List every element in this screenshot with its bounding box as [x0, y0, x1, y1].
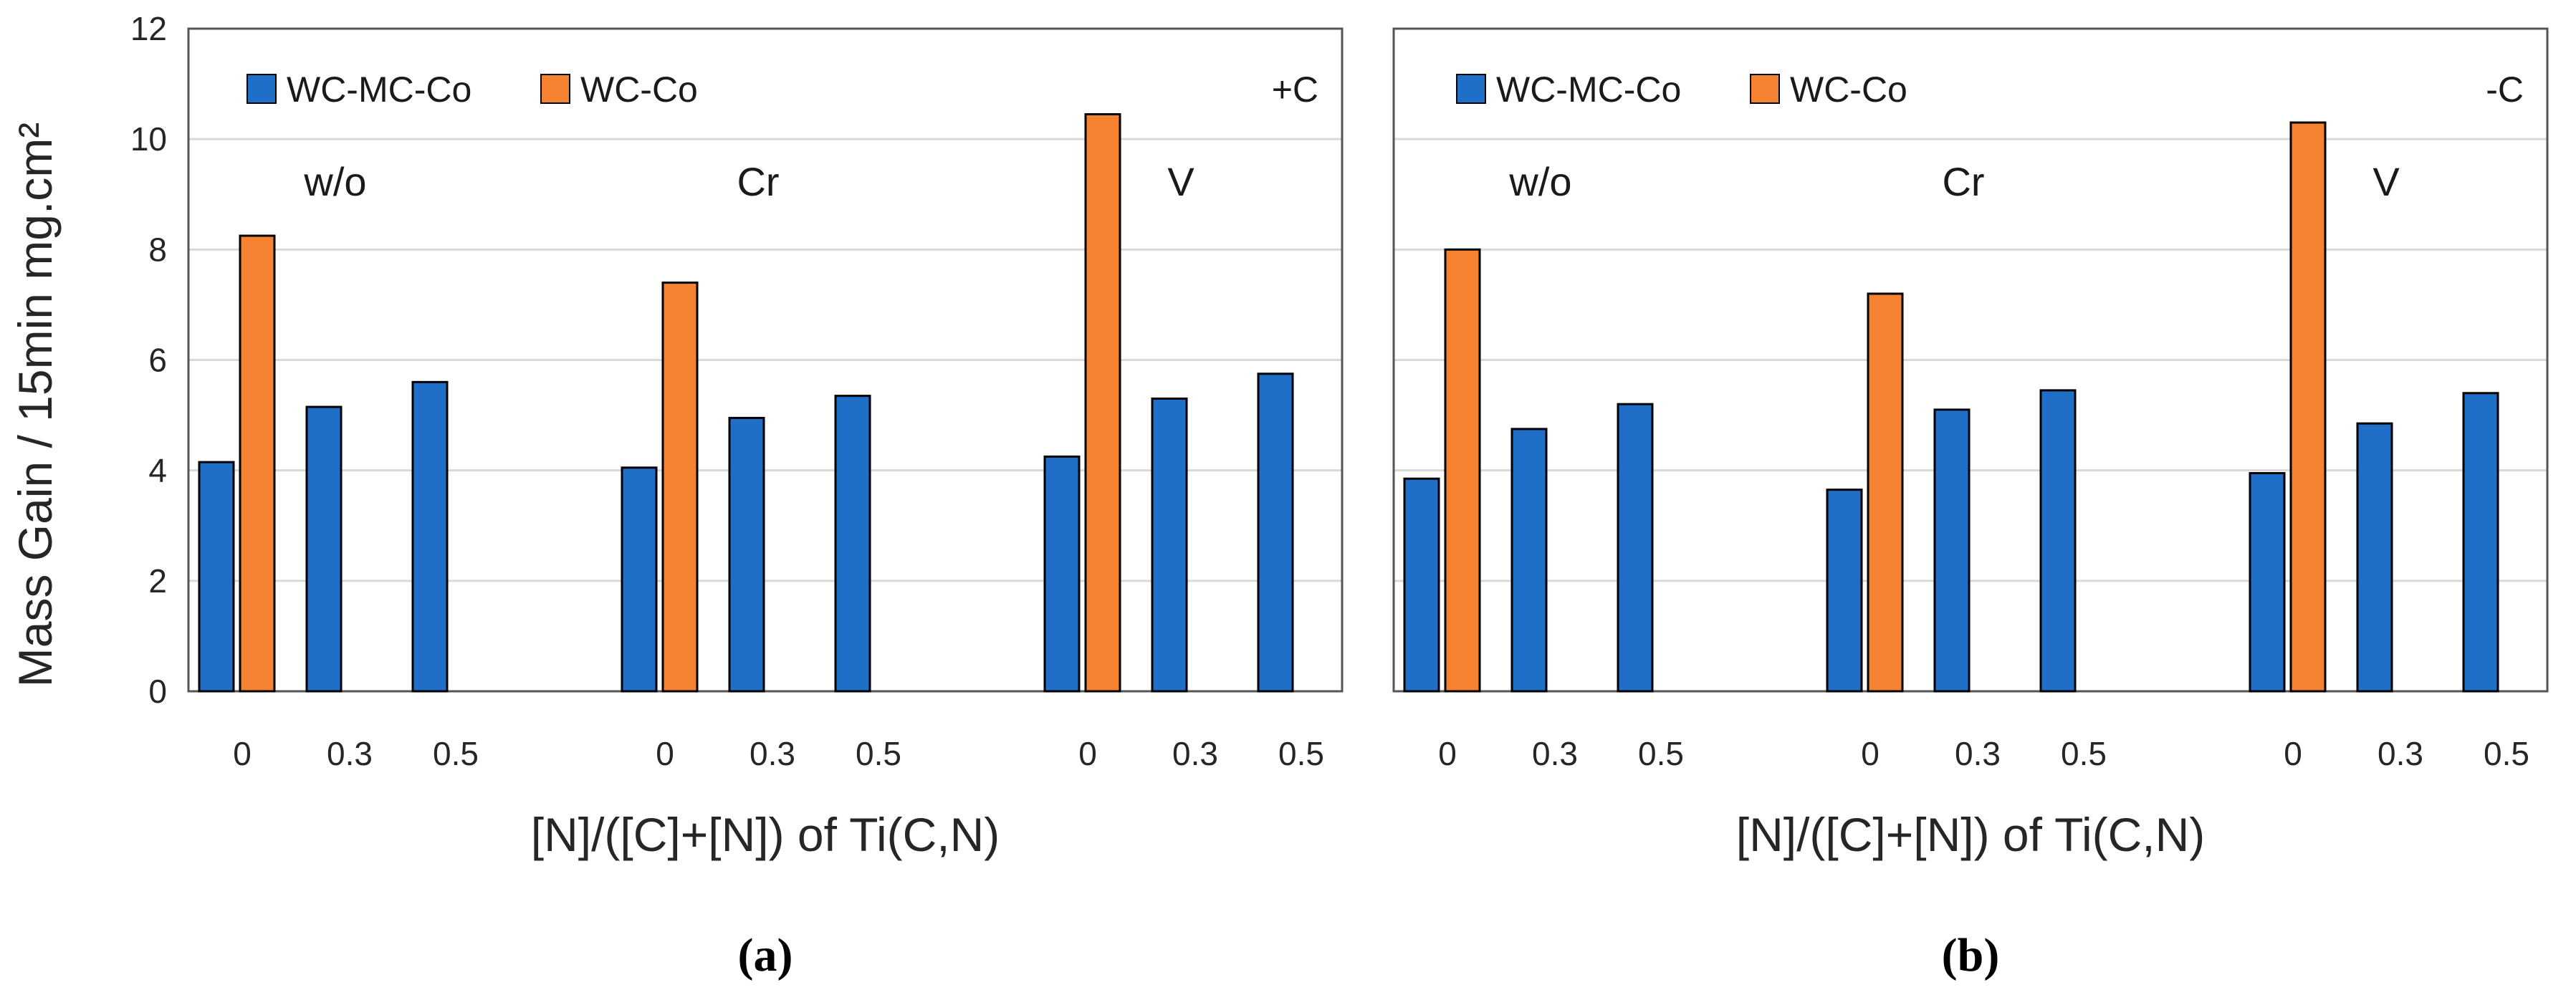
bar-wc-mc-co	[834, 395, 871, 693]
y-tick-label: 0	[148, 673, 167, 710]
x-axis-label: [N]/([C]+[N]) of Ti(C,N)	[531, 808, 1000, 861]
x-tick-label: 0.5	[856, 735, 901, 772]
bar-wc-mc-co	[1043, 455, 1081, 693]
bar-wc-mc-co	[621, 466, 658, 693]
x-tick-label: 0.5	[1638, 735, 1684, 772]
x-tick-label: 0.3	[750, 735, 795, 772]
bar-wc-mc-co	[305, 405, 343, 693]
x-tick-label: 0.5	[2484, 735, 2529, 772]
x-tick-label: 0.3	[1955, 735, 2001, 772]
panel-b: 0 0.3 0.5 w/o 0 0.3 0.5 Cr 0 0.3 0.5 V WC-MC-Co WC-Co…	[1392, 27, 2549, 981]
group-label: V	[1167, 159, 1194, 204]
x-tick-label: 0.3	[1172, 735, 1218, 772]
panel-a: 0 2 4 6 8 10 12 0 0.3 0.5 w/o 0 0.3 0.5 Cr 0 0.3 0.5 V WC-M…	[130, 10, 1344, 981]
x-tick-label: 0.5	[2061, 735, 2107, 772]
x-tick-label: 0	[1078, 735, 1097, 772]
x-tick-label: 0	[233, 735, 252, 772]
group-label: Cr	[1942, 159, 1984, 204]
bar-wc-mc-co	[1257, 372, 1294, 693]
x-tick-label: 0.5	[433, 735, 479, 772]
x-tick-label: 0.3	[2378, 735, 2423, 772]
y-tick-label: 12	[130, 10, 167, 47]
bar-wc-mc-co	[1617, 403, 1654, 693]
legend-swatch-wc-mc-co	[1456, 74, 1486, 104]
bar-wc-co	[239, 234, 276, 693]
x-tick-label: 0.5	[1278, 735, 1324, 772]
panel-caption: (b)	[1942, 929, 2000, 981]
bar-wc-mc-co	[1510, 428, 1548, 693]
y-tick-label: 4	[148, 452, 167, 489]
bar-wc-co	[2289, 121, 2327, 693]
bar-wc-co	[661, 282, 699, 693]
legend-swatch-wc-co	[1750, 74, 1780, 104]
x-tick-label: 0.3	[1532, 735, 1578, 772]
plot-frame	[1392, 27, 2549, 693]
bar-wc-mc-co	[1826, 489, 1863, 693]
legend-label-wc-co: WC-Co	[580, 69, 698, 110]
panel-tag: +C	[1272, 69, 1318, 110]
bar-wc-mc-co	[728, 416, 765, 693]
bar-wc-mc-co	[1151, 397, 1188, 693]
group-label: w/o	[303, 159, 366, 204]
bar-wc-mc-co	[411, 380, 449, 693]
y-tick-label: 2	[148, 562, 167, 600]
bar-wc-mc-co	[2249, 472, 2286, 693]
legend-label-wc-mc-co: WC-MC-Co	[287, 69, 471, 110]
bar-wc-co	[1084, 112, 1121, 693]
x-tick-label: 0	[2284, 735, 2302, 772]
panel-tag: -C	[2486, 69, 2524, 110]
bar-wc-mc-co	[2356, 422, 2393, 693]
legend-label-wc-mc-co: WC-MC-Co	[1496, 69, 1681, 110]
group-label: Cr	[737, 159, 779, 204]
y-tick-label: 10	[130, 120, 167, 158]
x-tick-label: 0	[1861, 735, 1880, 772]
bar-wc-mc-co	[198, 461, 235, 693]
x-tick-label: 0	[1438, 735, 1457, 772]
y-tick-label: 6	[148, 342, 167, 379]
bar-wc-mc-co	[2462, 392, 2499, 693]
bar-wc-mc-co	[1933, 408, 1971, 693]
bar-wc-co	[1867, 292, 1904, 693]
group-label: V	[2372, 159, 2400, 204]
x-axis-label: [N]/([C]+[N]) of Ti(C,N)	[1736, 808, 2206, 861]
bar-wc-mc-co	[2039, 389, 2077, 693]
x-tick-label: 0	[656, 735, 674, 772]
bar-wc-mc-co	[1403, 477, 1440, 693]
group-label: w/o	[1508, 159, 1571, 204]
legend-swatch-wc-mc-co	[246, 74, 277, 104]
plot-frame	[187, 27, 1344, 693]
bar-wc-co	[1444, 248, 1481, 693]
legend-label-wc-co: WC-Co	[1790, 69, 1907, 110]
y-axis-label: Mass Gain / 15min mg.cm²	[9, 122, 62, 688]
panel-caption: (a)	[738, 929, 793, 981]
x-tick-label: 0.3	[327, 735, 373, 772]
y-tick-label: 8	[148, 231, 167, 268]
legend-swatch-wc-co	[540, 74, 570, 104]
